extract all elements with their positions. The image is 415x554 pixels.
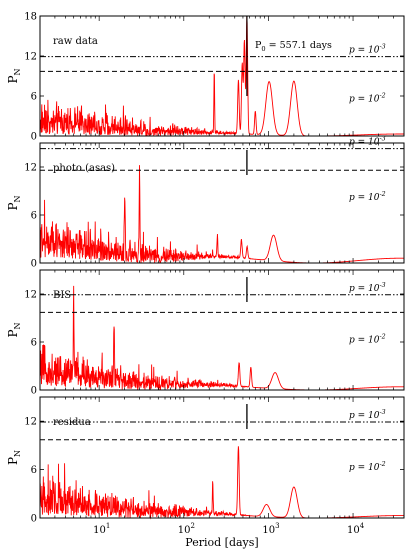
y-tick-label-1-6: 6	[31, 92, 37, 103]
threshold-p3-label-4: p = 10-3	[349, 409, 386, 421]
x-tick-label-1000: 103	[262, 522, 279, 536]
y-tick-label-4-0: 0	[31, 514, 37, 525]
y-tick-label-2-0: 0	[31, 259, 37, 270]
threshold-p3-label-3: p = 10-3	[349, 282, 386, 294]
y-axis-label-3: PN	[6, 322, 22, 337]
y-tick-label-1-0: 0	[31, 132, 37, 143]
threshold-p2-label-2: p = 10-2	[349, 191, 386, 203]
y-axis-label-2: PN	[6, 195, 22, 210]
y-tick-label-2-6: 6	[31, 211, 37, 222]
y-tick-label-4-6: 6	[31, 465, 37, 476]
periodogram-series-1	[39, 15, 404, 137]
threshold-p2-label-3: p = 10-2	[349, 333, 386, 345]
y-tick-label-1-18: 18	[24, 12, 37, 23]
y-tick-label-3-12: 12	[24, 290, 37, 301]
panel-label-4: residua	[53, 417, 91, 428]
y-axis-label-4: PN	[6, 450, 22, 465]
x-tick-label-10: 101	[93, 522, 110, 536]
threshold-p3-label-1: p = 10-3	[349, 44, 386, 56]
y-tick-label-3-6: 6	[31, 338, 37, 349]
p0-annotation: P0 = 557.1 days	[255, 40, 332, 53]
periodogram-series-3	[39, 285, 404, 391]
panel-frame-4	[39, 396, 405, 519]
periodogram-series-2	[39, 165, 404, 264]
y-tick-label-3-0: 0	[31, 386, 37, 397]
y-tick-label-1-12: 12	[24, 52, 37, 63]
x-tick-label-10000: 104	[347, 522, 365, 536]
periodogram-series-4	[39, 446, 404, 520]
panel-frame-3	[39, 269, 405, 391]
panel-frame-2	[39, 142, 405, 264]
panel-label-3: BIS	[53, 290, 71, 301]
panel-label-1: raw data	[53, 36, 98, 47]
x-axis-label: Period [days]	[185, 536, 258, 549]
threshold-p2-label-1: p = 10-2	[349, 92, 386, 104]
threshold-p2-label-4: p = 10-2	[349, 461, 386, 473]
y-tick-label-2-12: 12	[24, 163, 37, 174]
threshold-p3-label-2: p = 10-3	[349, 136, 386, 148]
panel-frame-1	[39, 15, 405, 137]
y-tick-label-4-12: 12	[24, 417, 37, 428]
panel-label-2: photo (asas)	[53, 163, 115, 174]
x-tick-label-100: 102	[178, 522, 195, 536]
y-axis-label-1: PN	[6, 68, 22, 83]
